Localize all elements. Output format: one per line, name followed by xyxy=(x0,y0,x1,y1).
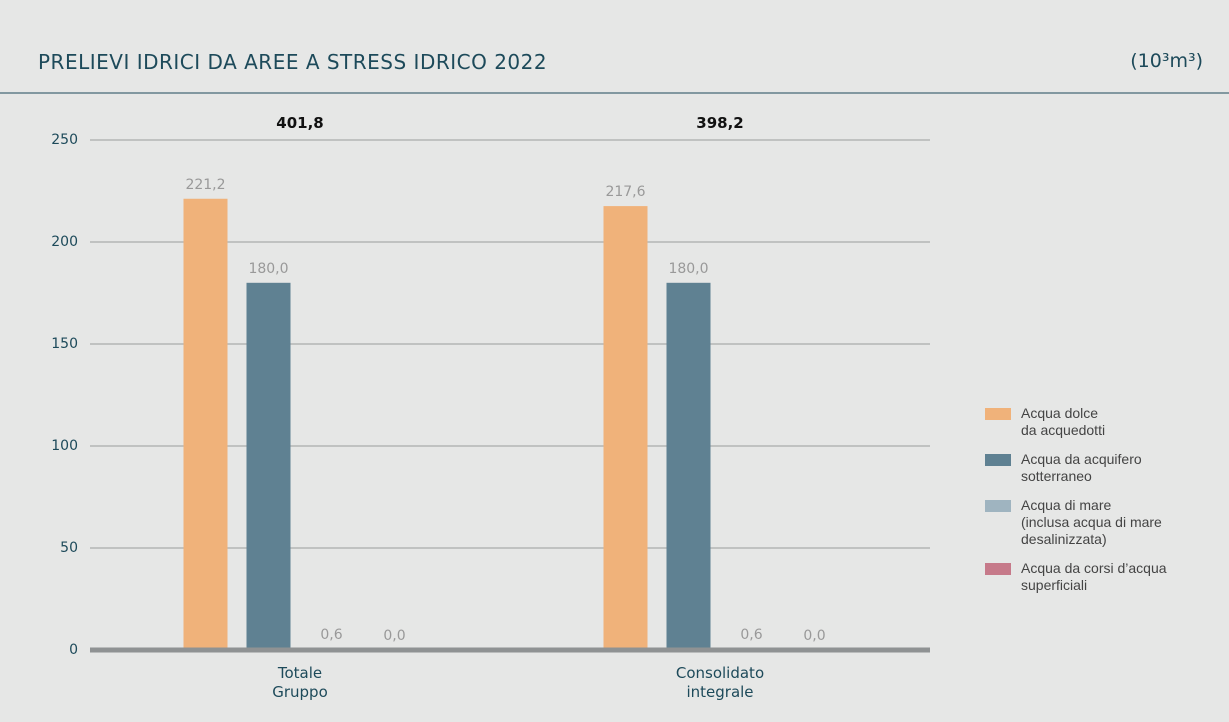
bar xyxy=(666,282,711,650)
total-label: 398,2 xyxy=(696,114,743,132)
y-tick-label: 200 xyxy=(51,234,78,250)
y-tick-label: 100 xyxy=(51,438,78,454)
value-label: 180,0 xyxy=(668,261,708,277)
value-label: 0,0 xyxy=(383,628,405,644)
value-label: 0,6 xyxy=(320,627,342,643)
legend-entry: Acqua dolce da acquedotti xyxy=(985,405,1167,439)
legend-swatch xyxy=(985,454,1011,466)
value-label: 221,2 xyxy=(185,177,225,193)
legend-swatch xyxy=(985,408,1011,420)
bar xyxy=(183,198,228,650)
value-label: 180,0 xyxy=(248,261,288,277)
chart-title: PRELIEVI IDRICI DA AREE A STRESS IDRICO … xyxy=(38,50,548,74)
bar xyxy=(603,206,648,650)
y-tick-label: 150 xyxy=(51,336,78,352)
legend-entry: Acqua da acquifero sotterraneo xyxy=(985,451,1167,485)
value-label: 0,0 xyxy=(803,628,825,644)
x-tick-label: Totale Gruppo xyxy=(272,664,328,701)
y-tick-label: 50 xyxy=(60,540,78,556)
total-label: 401,8 xyxy=(276,114,323,132)
y-tick-label: 0 xyxy=(69,642,78,658)
y-tick-label: 250 xyxy=(51,132,78,148)
value-label: 217,6 xyxy=(605,184,645,200)
unit-label: (10³m³) xyxy=(1130,50,1203,72)
legend-entry: Acqua da corsi d’acqua superficiali xyxy=(985,560,1167,594)
x-tick-label: Consolidato integrale xyxy=(675,664,765,701)
value-label: 0,6 xyxy=(740,627,762,643)
legend-swatch xyxy=(985,500,1011,512)
legend-swatch xyxy=(985,563,1011,575)
legend-entry: Acqua di mare (inclusa acqua di mare des… xyxy=(985,497,1167,548)
bar xyxy=(246,282,291,650)
legend: Acqua dolce da acquedotti Acqua da acquif… xyxy=(985,405,1167,606)
